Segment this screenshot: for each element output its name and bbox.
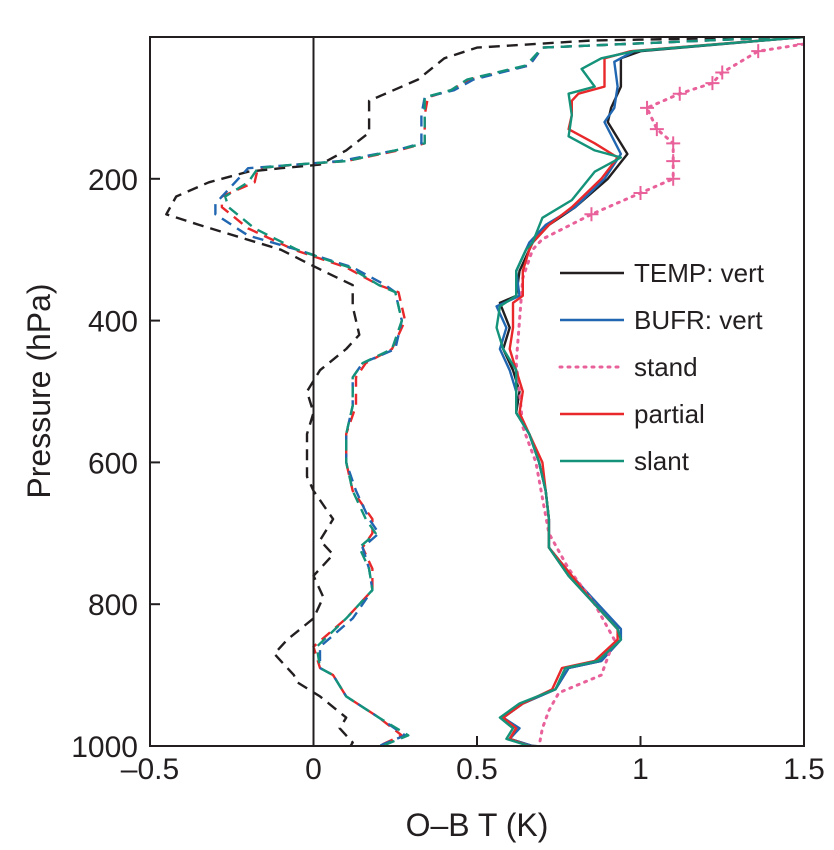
x-tick-label: 1.5	[783, 753, 825, 786]
data-point-marker	[797, 37, 804, 52]
y-axis-title: Pressure (hPa)	[21, 283, 57, 498]
x-axis-ticks: –0.5 0 0.5 1 1.5	[121, 736, 825, 786]
legend: TEMP: vert BUFR: vert stand partial slant	[558, 258, 765, 476]
data-point-marker	[715, 65, 730, 80]
y-tick-label: 200	[88, 164, 138, 197]
series-line-dashed-8	[223, 37, 788, 746]
data-point-marker	[649, 122, 664, 137]
data-point-marker	[640, 100, 655, 115]
x-tick-label: 0	[305, 753, 322, 786]
series-line-dashed-6	[220, 37, 788, 746]
y-tick-label: 600	[88, 447, 138, 480]
legend-label-slant: slant	[634, 446, 690, 476]
data-point-marker	[672, 86, 687, 101]
series-line-stand	[514, 42, 804, 746]
data-point-marker	[705, 76, 720, 91]
plot-frame	[149, 36, 805, 747]
x-tick-label: –0.5	[121, 753, 179, 786]
series-line-dashed-7	[214, 37, 788, 746]
x-axis-title: O–B T (K)	[406, 807, 549, 843]
data-point-marker	[751, 44, 766, 59]
y-axis-ticks: 200 400 600 800 1000	[71, 164, 160, 764]
y-tick-label: 1000	[71, 731, 138, 764]
legend-label-temp-vert: TEMP: vert	[634, 258, 765, 288]
x-tick-label: 1	[632, 753, 649, 786]
data-point-marker	[584, 207, 599, 222]
y-tick-label: 800	[88, 589, 138, 622]
data-point-marker	[633, 185, 648, 200]
data-point-marker	[666, 171, 681, 186]
series-line-dashed-5	[165, 37, 788, 746]
x-tick-label: 0.5	[456, 753, 498, 786]
legend-label-bufr-vert: BUFR: vert	[634, 305, 763, 335]
series-line-slant	[495, 37, 804, 746]
data-point-marker	[666, 136, 681, 151]
series-layer	[165, 37, 804, 746]
legend-label-partial: partial	[634, 399, 705, 429]
y-tick-label: 400	[88, 306, 138, 339]
series-line-temp-vert	[498, 37, 804, 746]
series-line-bufr-vert	[495, 37, 804, 746]
legend-label-stand: stand	[634, 352, 698, 382]
data-point-marker	[666, 154, 681, 169]
series-line-partial	[502, 37, 804, 746]
